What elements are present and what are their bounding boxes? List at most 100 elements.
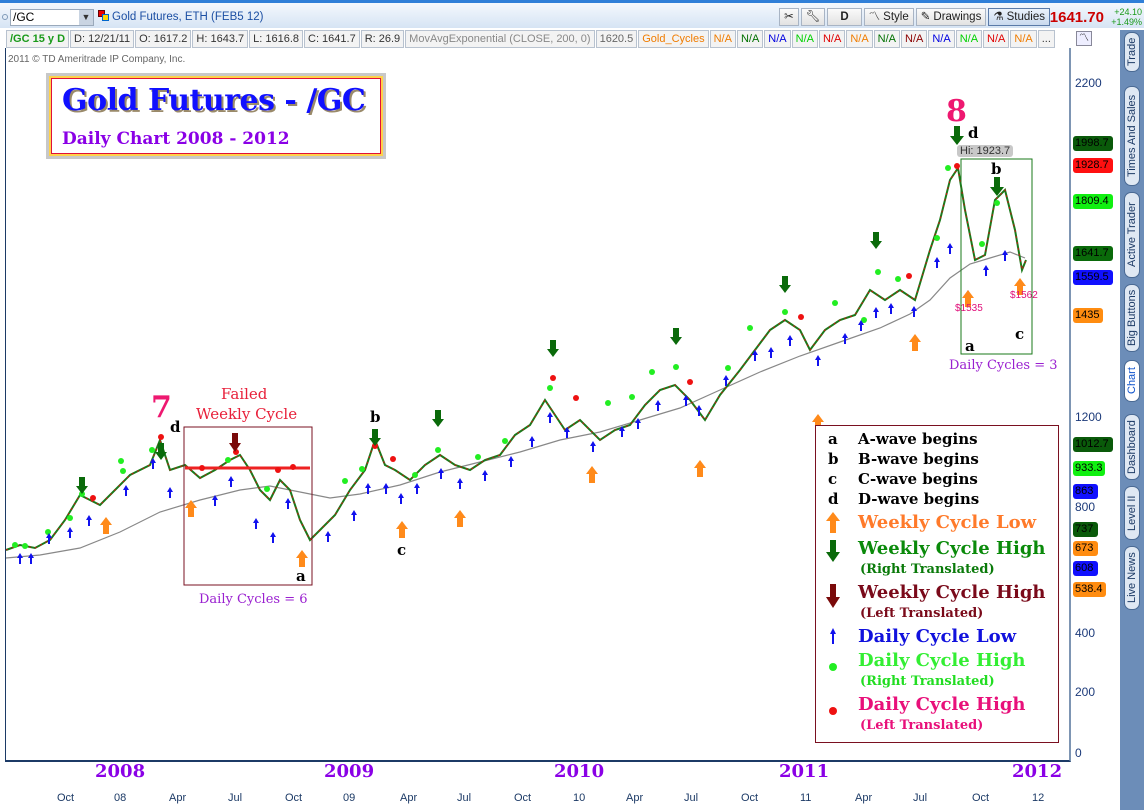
studies-label: Studies <box>1006 11 1045 23</box>
wave-c-label-2011: c <box>1015 325 1025 343</box>
price-label: 933.3 <box>1073 461 1105 476</box>
price-label: 1641.7 <box>1073 246 1113 261</box>
daily-cycles-6-label: Daily Cycles = 6 <box>199 592 308 607</box>
chart-subtitle: Daily Chart 2008 - 2012 <box>62 129 290 149</box>
right-sidebar: Trade Times And Sales Active Trader Big … <box>1120 30 1144 810</box>
price-label: 863 <box>1073 484 1098 499</box>
x-tick: Oct <box>741 792 759 804</box>
last-price: 1641.70 <box>1049 9 1104 26</box>
tab-chart[interactable]: Chart <box>1124 360 1140 402</box>
crosshair-tool-button[interactable]: ✂ <box>779 8 799 26</box>
legend-symbol: c <box>828 470 838 488</box>
drawings-label: Drawings <box>933 11 982 23</box>
ema-line <box>5 251 1026 559</box>
x-tick: Jul <box>684 792 699 804</box>
x-tick: Jul <box>228 792 243 804</box>
year-label: 2009 <box>324 761 375 782</box>
price-change: +24.10 +1.49% <box>1111 7 1142 27</box>
low-1535-label: $1535 <box>955 303 983 314</box>
legend-symbol: d <box>828 490 839 508</box>
current-cycle-box <box>960 158 1033 355</box>
wave-d-label: d <box>170 418 181 436</box>
symbol-input[interactable]: /GC ▼ <box>10 9 94 26</box>
symbol-link-icon[interactable] <box>98 10 110 22</box>
tab-level-ii[interactable]: Level II <box>1124 486 1140 540</box>
symbol-toolbar: /GC ▼ Gold Futures, ETH (FEB5 12) ✂ 🔧︎ D… <box>0 0 1144 28</box>
study-value: N/A <box>983 30 1010 48</box>
orange-up-arrow-icon <box>826 512 840 533</box>
cycle-7-label: 7 <box>151 390 172 425</box>
style-button[interactable]: 〽 Style <box>863 8 914 26</box>
study-value: N/A <box>709 30 736 48</box>
legend-label: Daily Cycle High <box>858 650 1026 671</box>
study-gold-cycles[interactable]: Gold_Cycles <box>638 30 709 48</box>
bar-high: H: 1643.7 <box>192 30 249 48</box>
legend-label: A-wave begins <box>858 430 978 448</box>
studies-button[interactable]: ⚗ Studies <box>988 8 1050 26</box>
failed-cycle-box <box>183 426 313 586</box>
bar-open: O: 1617.2 <box>135 30 192 48</box>
legend-label: D-wave begins <box>858 490 980 508</box>
year-label: 2012 <box>1012 761 1063 782</box>
more-studies[interactable]: ... <box>1037 30 1055 48</box>
study-value: N/A <box>901 30 928 48</box>
pencil-icon: ✎ <box>920 11 931 23</box>
style-label: Style <box>883 11 909 23</box>
y-tick: 400 <box>1075 626 1096 640</box>
x-tick: Oct <box>285 792 303 804</box>
tab-live-news[interactable]: Live News <box>1124 546 1140 610</box>
tab-dashboard[interactable]: Dashboard <box>1124 414 1140 480</box>
x-tick: Apr <box>626 792 644 804</box>
year-label: 2008 <box>95 761 146 782</box>
study-ema[interactable]: MovAvgExponential (CLOSE, 200, 0) <box>405 30 595 48</box>
price-line <box>5 165 1027 551</box>
bar-date: D: 12/21/11 <box>70 30 135 48</box>
wave-c-label: c <box>397 541 407 559</box>
symbol-dropdown-chevron-icon[interactable]: ▼ <box>79 10 93 25</box>
daily-cycle-high-right-dots <box>12 165 1000 549</box>
y-tick: 0 <box>1075 746 1082 760</box>
settings-wrench-button[interactable]: 🔧︎ <box>800 8 826 26</box>
legend-label: Daily Cycle High <box>858 694 1026 715</box>
x-tick: 09 <box>343 792 356 804</box>
link-dot-icon[interactable] <box>2 14 8 20</box>
wave-b-label-2011: b <box>991 160 1002 178</box>
study-value: N/A <box>764 30 791 48</box>
legend-sublabel: (Left Translated) <box>860 606 984 621</box>
chart-settings-icon[interactable]: 〽 <box>1076 31 1092 46</box>
tab-big-buttons[interactable]: Big Buttons <box>1124 284 1140 352</box>
y-axis[interactable]: 2200 1400 1200 800 400 200 0 <box>1073 48 1119 762</box>
legend-sublabel: (Right Translated) <box>860 562 995 577</box>
x-tick: Apr <box>400 792 418 804</box>
chart-symbol-period[interactable]: /GC 15 y D <box>6 30 70 48</box>
legend-label: C-wave begins <box>858 470 978 488</box>
year-label: 2010 <box>554 761 605 782</box>
wave-d-label-2011: d <box>968 124 979 142</box>
weekly-cycle-high-left-arrow <box>229 433 241 452</box>
study-value: N/A <box>846 30 873 48</box>
change-pct: +1.49% <box>1111 17 1142 27</box>
drawings-button[interactable]: ✎ Drawings <box>915 8 987 26</box>
y-tick: 2200 <box>1075 76 1102 90</box>
price-label: 1928.7 <box>1073 158 1113 173</box>
legend-label: Daily Cycle Low <box>858 626 1017 647</box>
maroon-down-arrow-icon <box>826 584 840 608</box>
legend-symbol: a <box>828 430 838 448</box>
y-tick: 1200 <box>1075 410 1102 424</box>
legend-label: Weekly Cycle High <box>858 538 1046 559</box>
chart-plot-area[interactable] <box>5 48 1071 762</box>
failed-weekly-label-2: Weekly Cycle <box>196 405 298 423</box>
x-tick: Oct <box>972 792 990 804</box>
study-value: N/A <box>791 30 818 48</box>
price-label: 1809.4 <box>1073 194 1113 209</box>
tab-active-trader[interactable]: Active Trader <box>1124 192 1140 278</box>
tab-trade[interactable]: Trade <box>1124 32 1140 72</box>
bar-range: R: 26.9 <box>360 30 405 48</box>
aggregation-button[interactable]: D <box>827 8 862 26</box>
chart-title: Gold Futures - /GC <box>62 83 366 118</box>
price-label: 1559.5 <box>1073 270 1113 285</box>
tab-times-and-sales[interactable]: Times And Sales <box>1124 86 1140 186</box>
wave-a-label: a <box>296 567 306 585</box>
x-tick: Jul <box>457 792 472 804</box>
x-tick: 10 <box>573 792 586 804</box>
